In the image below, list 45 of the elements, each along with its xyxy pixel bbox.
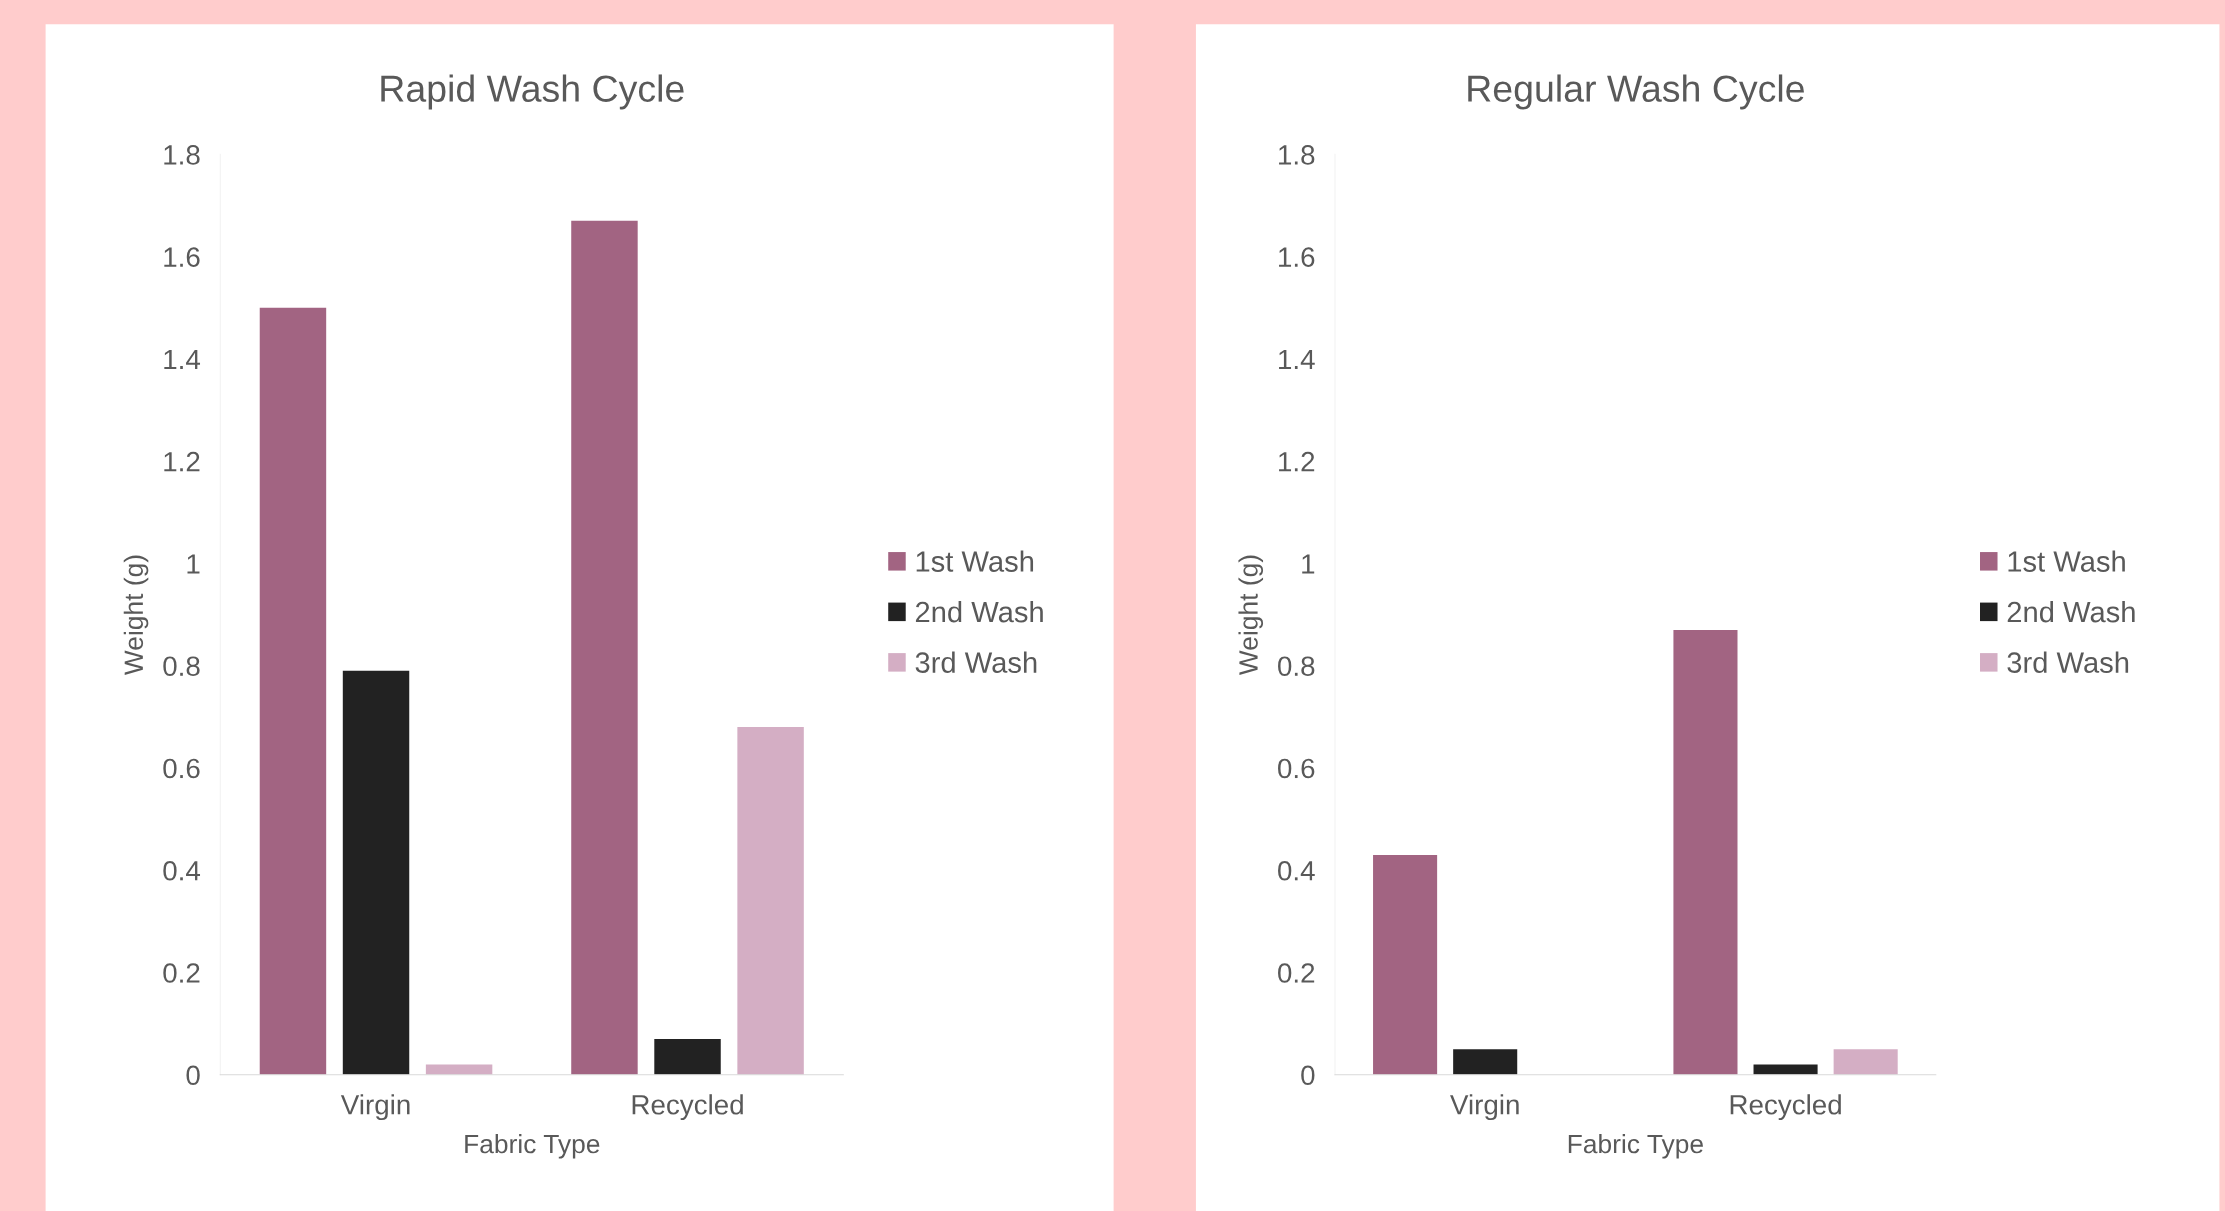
x-axis-title: Fabric Type: [1568, 1133, 1703, 1159]
y-tick-label: 0.6: [1278, 758, 1315, 779]
x-tick-label: Virgin: [340, 1094, 410, 1121]
y-tick-label: 1: [1302, 554, 1315, 574]
y-tick-label: 1.4: [1279, 349, 1315, 369]
y-tick-label: 1.8: [164, 145, 200, 165]
bar: [1833, 1049, 1898, 1075]
bar: [1673, 629, 1738, 1075]
chart-title: Regular Wash Cycle: [1468, 74, 1804, 110]
legend-label: 3rd Wash: [915, 651, 1037, 673]
y-tick-label: 1.8: [1279, 145, 1315, 165]
y-tick-label: 0.2: [1278, 963, 1315, 983]
y-tick-label: 1.2: [1279, 451, 1315, 472]
legend-label: 1st Wash: [2008, 550, 2125, 572]
x-axis-title: Fabric Type: [465, 1133, 600, 1159]
y-tick-label: 0.6: [163, 758, 200, 779]
y-axis-title: Weight (g): [123, 555, 149, 676]
legend-label: 1st Wash: [916, 550, 1034, 572]
bar: [737, 727, 804, 1075]
legend-label: 2nd Wash: [2007, 600, 2135, 623]
y-tick-label: 1.2: [164, 451, 200, 472]
y-tick-label: 0: [186, 1065, 200, 1086]
bar: [259, 307, 327, 1075]
y-tick-label: 0: [1301, 1065, 1315, 1086]
y-tick-label: 1: [187, 554, 200, 574]
bar: [342, 670, 410, 1075]
x-tick-label: Recycled: [632, 1094, 743, 1121]
bar: [1373, 854, 1438, 1075]
legend-label: 2nd Wash: [915, 600, 1043, 623]
y-tick-label: 1.6: [164, 247, 200, 267]
y-tick-label: 0.4: [1278, 860, 1315, 881]
x-tick-label: Virgin: [1450, 1094, 1519, 1121]
y-tick-label: 0.2: [163, 963, 200, 983]
y-tick-label: 1.6: [1279, 247, 1315, 267]
y-tick-label: 1.4: [164, 349, 201, 369]
x-tick-label: Recycled: [1730, 1094, 1841, 1121]
y-tick-label: 0.8: [1278, 656, 1315, 677]
chart-title: Rapid Wash Cycle: [381, 74, 684, 110]
y-tick-label: 0.8: [163, 656, 200, 677]
y-tick-label: 0.4: [163, 860, 201, 881]
bar: [654, 1038, 721, 1075]
bar: [571, 220, 638, 1075]
legend-label: 3rd Wash: [2007, 651, 2129, 673]
y-axis-title: Weight (g): [1238, 555, 1264, 676]
bar: [1453, 1049, 1518, 1075]
